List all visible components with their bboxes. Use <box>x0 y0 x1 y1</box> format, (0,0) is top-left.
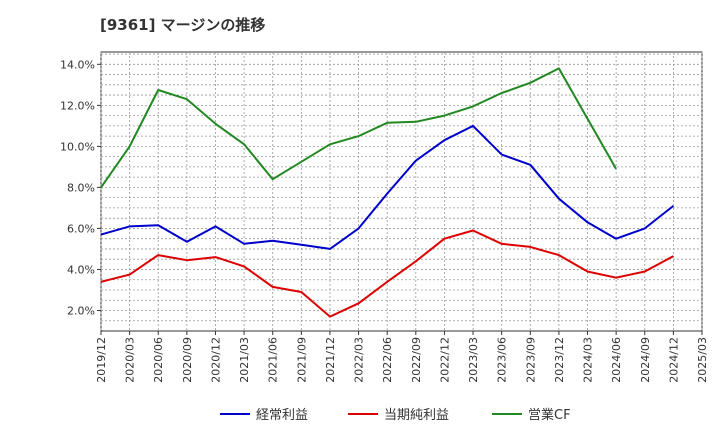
legend-label-3: 営業CF <box>528 407 571 423</box>
x-tick-label: 2021/03 <box>238 337 251 383</box>
x-tick-label: 2020/09 <box>181 337 194 383</box>
legend-label-1: 経常利益 <box>256 408 308 423</box>
series-line-2 <box>100 229 674 318</box>
y-tick-label: 10.0% <box>60 140 95 153</box>
x-tick-label: 2023/03 <box>467 337 480 383</box>
x-tick-label: 2024/03 <box>582 337 595 383</box>
x-tick-label: 2023/09 <box>524 337 537 383</box>
y-tick-label: 6.0% <box>67 222 95 235</box>
y-tick-label: 8.0% <box>67 181 95 194</box>
axis-layer: 2.0% 4.0% 6.0% 8.0% 10.0% 12.0% 14.0% 2019/12 20… <box>60 58 709 382</box>
series-layer <box>100 67 675 318</box>
series-line-1 <box>100 124 675 250</box>
x-tick-label: 2025/03 <box>696 337 709 383</box>
legend: 経常利益 当期純利益 営業CF <box>220 407 571 423</box>
x-tick-label: 2022/12 <box>438 337 451 383</box>
y-tick-label: 14.0% <box>60 58 95 71</box>
x-tick-label: 2020/06 <box>152 337 165 383</box>
y-tick-label: 4.0% <box>67 263 95 276</box>
legend-label-2: 当期純利益 <box>384 408 449 423</box>
x-tick-label: 2022/03 <box>353 337 366 383</box>
x-tick-label: 2020/12 <box>209 337 222 383</box>
plot-frame <box>100 51 703 332</box>
x-tick-label: 2021/06 <box>267 337 280 383</box>
x-tick-label: 2020/03 <box>124 337 137 383</box>
x-tick-label: 2021/09 <box>295 337 308 383</box>
x-tick-label: 2022/09 <box>410 337 423 383</box>
x-tick-label: 2024/12 <box>667 337 680 383</box>
x-tick-label: 2019/12 <box>95 337 108 383</box>
x-tick-label: 2024/09 <box>639 337 652 383</box>
y-tick-label: 2.0% <box>67 304 95 317</box>
x-tick-label: 2023/12 <box>553 337 566 383</box>
grid-layer <box>100 51 703 332</box>
x-tick-label: 2022/06 <box>381 337 394 383</box>
series-line-3 <box>100 67 617 188</box>
x-tick-label: 2021/12 <box>324 337 337 383</box>
x-tick-label: 2023/06 <box>496 337 509 383</box>
chart-title: [9361] マージンの推移 <box>100 16 266 34</box>
y-tick-label: 12.0% <box>60 99 95 112</box>
x-tick-label: 2024/06 <box>610 337 623 383</box>
